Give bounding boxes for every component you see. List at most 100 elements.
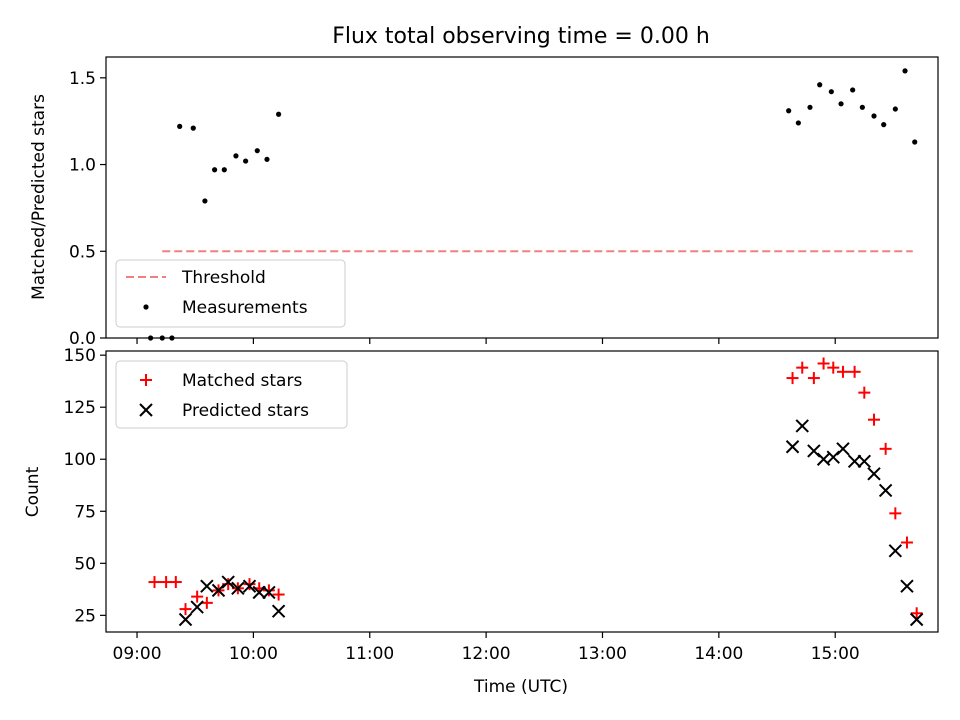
x-tick-label: 10:00 bbox=[229, 644, 278, 664]
legend-measurements-swatch bbox=[143, 304, 149, 310]
x-axis-label: Time (UTC) bbox=[473, 677, 568, 697]
measurement-point bbox=[795, 120, 801, 126]
measurement-point bbox=[169, 335, 175, 341]
measurement-point bbox=[912, 139, 918, 145]
matched-stars-point bbox=[868, 413, 880, 426]
predicted-stars-point bbox=[785, 440, 800, 454]
measurement-point bbox=[202, 198, 208, 204]
count-x-axis: 09:00 10:00 11:00 12:00 13:00 14:00 15:00 bbox=[113, 632, 860, 664]
x-tick-label: 13:00 bbox=[578, 644, 627, 664]
legend-matched-swatch bbox=[140, 374, 152, 386]
x-tick-label: 11:00 bbox=[345, 644, 394, 664]
measurement-point bbox=[902, 68, 908, 74]
matched-stars-point bbox=[817, 357, 830, 370]
predicted-stars-point bbox=[231, 581, 245, 595]
predicted-stars-point bbox=[178, 612, 193, 627]
matched-stars-point bbox=[889, 507, 902, 520]
ratio-y-axis: 0.0 0.5 1.0 1.5 bbox=[69, 69, 106, 349]
measurement-point bbox=[276, 111, 282, 117]
y-tick-label: 1.5 bbox=[69, 69, 96, 89]
predicted-stars-point bbox=[271, 604, 286, 618]
measurement-point bbox=[190, 125, 196, 131]
measurement-point bbox=[817, 82, 823, 88]
legend-threshold-label: Threshold bbox=[181, 268, 266, 288]
matched-stars-point bbox=[169, 576, 182, 589]
predicted-stars-point bbox=[857, 454, 872, 469]
ratio-legend: Threshold Measurements bbox=[115, 259, 346, 328]
predicted-stars-point bbox=[242, 579, 257, 593]
measurement-point bbox=[177, 123, 183, 129]
measurement-point bbox=[264, 156, 270, 162]
y-tick-label: 1.0 bbox=[69, 156, 96, 176]
count-legend-box bbox=[115, 360, 348, 429]
ratio-plot-area bbox=[148, 68, 918, 341]
matched-stars-point bbox=[191, 590, 204, 603]
matched-stars-point bbox=[879, 442, 892, 455]
measurement-point bbox=[148, 335, 154, 341]
predicted-stars-point bbox=[200, 579, 214, 593]
ratio-y-axis-label: Matched/Predicted stars bbox=[29, 94, 49, 300]
legend-predicted-label: Predicted stars bbox=[182, 401, 309, 421]
matched-stars-point bbox=[910, 607, 923, 620]
count-panel: 25 50 75 100 125 150 09:00 10:00 11:00 12:00 13:0… bbox=[23, 346, 939, 664]
predicted-stars-point bbox=[878, 483, 893, 498]
x-tick-label: 14:00 bbox=[694, 644, 743, 664]
y-tick-label: 125 bbox=[64, 398, 96, 418]
chart-title: Flux total observing time = 0.00 h bbox=[332, 24, 710, 49]
measurement-point bbox=[859, 104, 865, 110]
matched-stars-point bbox=[786, 372, 799, 385]
y-tick-label: 75 bbox=[74, 502, 96, 522]
measurement-point bbox=[881, 122, 887, 128]
matched-stars-point bbox=[827, 361, 840, 374]
predicted-stars-point bbox=[888, 544, 903, 558]
ratio-legend-box bbox=[115, 259, 346, 328]
measurement-point bbox=[212, 167, 218, 173]
legend-measurements-label: Measurements bbox=[182, 298, 308, 318]
predicted-stars-point bbox=[262, 585, 276, 600]
predicted-stars-point bbox=[909, 612, 924, 627]
matched-stars-point bbox=[262, 584, 275, 597]
measurement-point bbox=[786, 108, 792, 114]
count-legend: Matched stars Predicted stars bbox=[115, 360, 348, 429]
matched-stars-point bbox=[848, 365, 861, 378]
predicted-stars-point bbox=[795, 419, 809, 433]
measurement-point bbox=[871, 113, 877, 119]
y-tick-label: 50 bbox=[74, 554, 96, 574]
measurement-point bbox=[828, 89, 834, 95]
measurement-point bbox=[233, 153, 239, 159]
y-tick-label: 0.0 bbox=[69, 329, 96, 349]
legend-predicted-swatch bbox=[139, 403, 153, 417]
measurement-point bbox=[254, 148, 260, 154]
count-y-axis: 25 50 75 100 125 150 bbox=[64, 346, 106, 626]
matched-stars-point bbox=[900, 536, 913, 549]
y-tick-label: 100 bbox=[64, 450, 96, 470]
x-tick-label: 12:00 bbox=[462, 644, 511, 664]
count-y-axis-label: Count bbox=[23, 466, 43, 517]
measurement-point bbox=[807, 104, 813, 110]
matched-stars-point bbox=[796, 361, 809, 374]
matched-stars-point bbox=[200, 596, 213, 609]
matched-stars-point bbox=[179, 603, 192, 616]
matched-stars-point bbox=[272, 588, 285, 601]
predicted-stars-point bbox=[221, 575, 235, 589]
ratio-x-axis bbox=[136, 338, 836, 344]
measurement-point bbox=[850, 87, 856, 93]
measurement-point bbox=[838, 101, 844, 107]
measurement-point bbox=[159, 335, 165, 341]
y-tick-label: 0.5 bbox=[69, 242, 96, 262]
x-tick-label: 15:00 bbox=[811, 644, 860, 664]
predicted-stars-point bbox=[900, 579, 914, 593]
measurement-point bbox=[892, 106, 898, 112]
predicted-stars-point bbox=[867, 467, 881, 481]
matched-stars-point bbox=[148, 576, 161, 589]
predicted-stars-point bbox=[847, 454, 862, 469]
x-tick-label: 09:00 bbox=[113, 644, 162, 664]
ratio-panel: 0.0 0.5 1.0 1.5 Matched/Predicted stars Thr… bbox=[29, 56, 939, 349]
predicted-stars-point bbox=[190, 600, 204, 614]
matched-stars-point bbox=[243, 578, 256, 591]
predicted-stars-point bbox=[252, 585, 266, 600]
measurement-point bbox=[243, 158, 249, 164]
matched-stars-point bbox=[807, 372, 820, 385]
matched-stars-point bbox=[836, 365, 849, 378]
